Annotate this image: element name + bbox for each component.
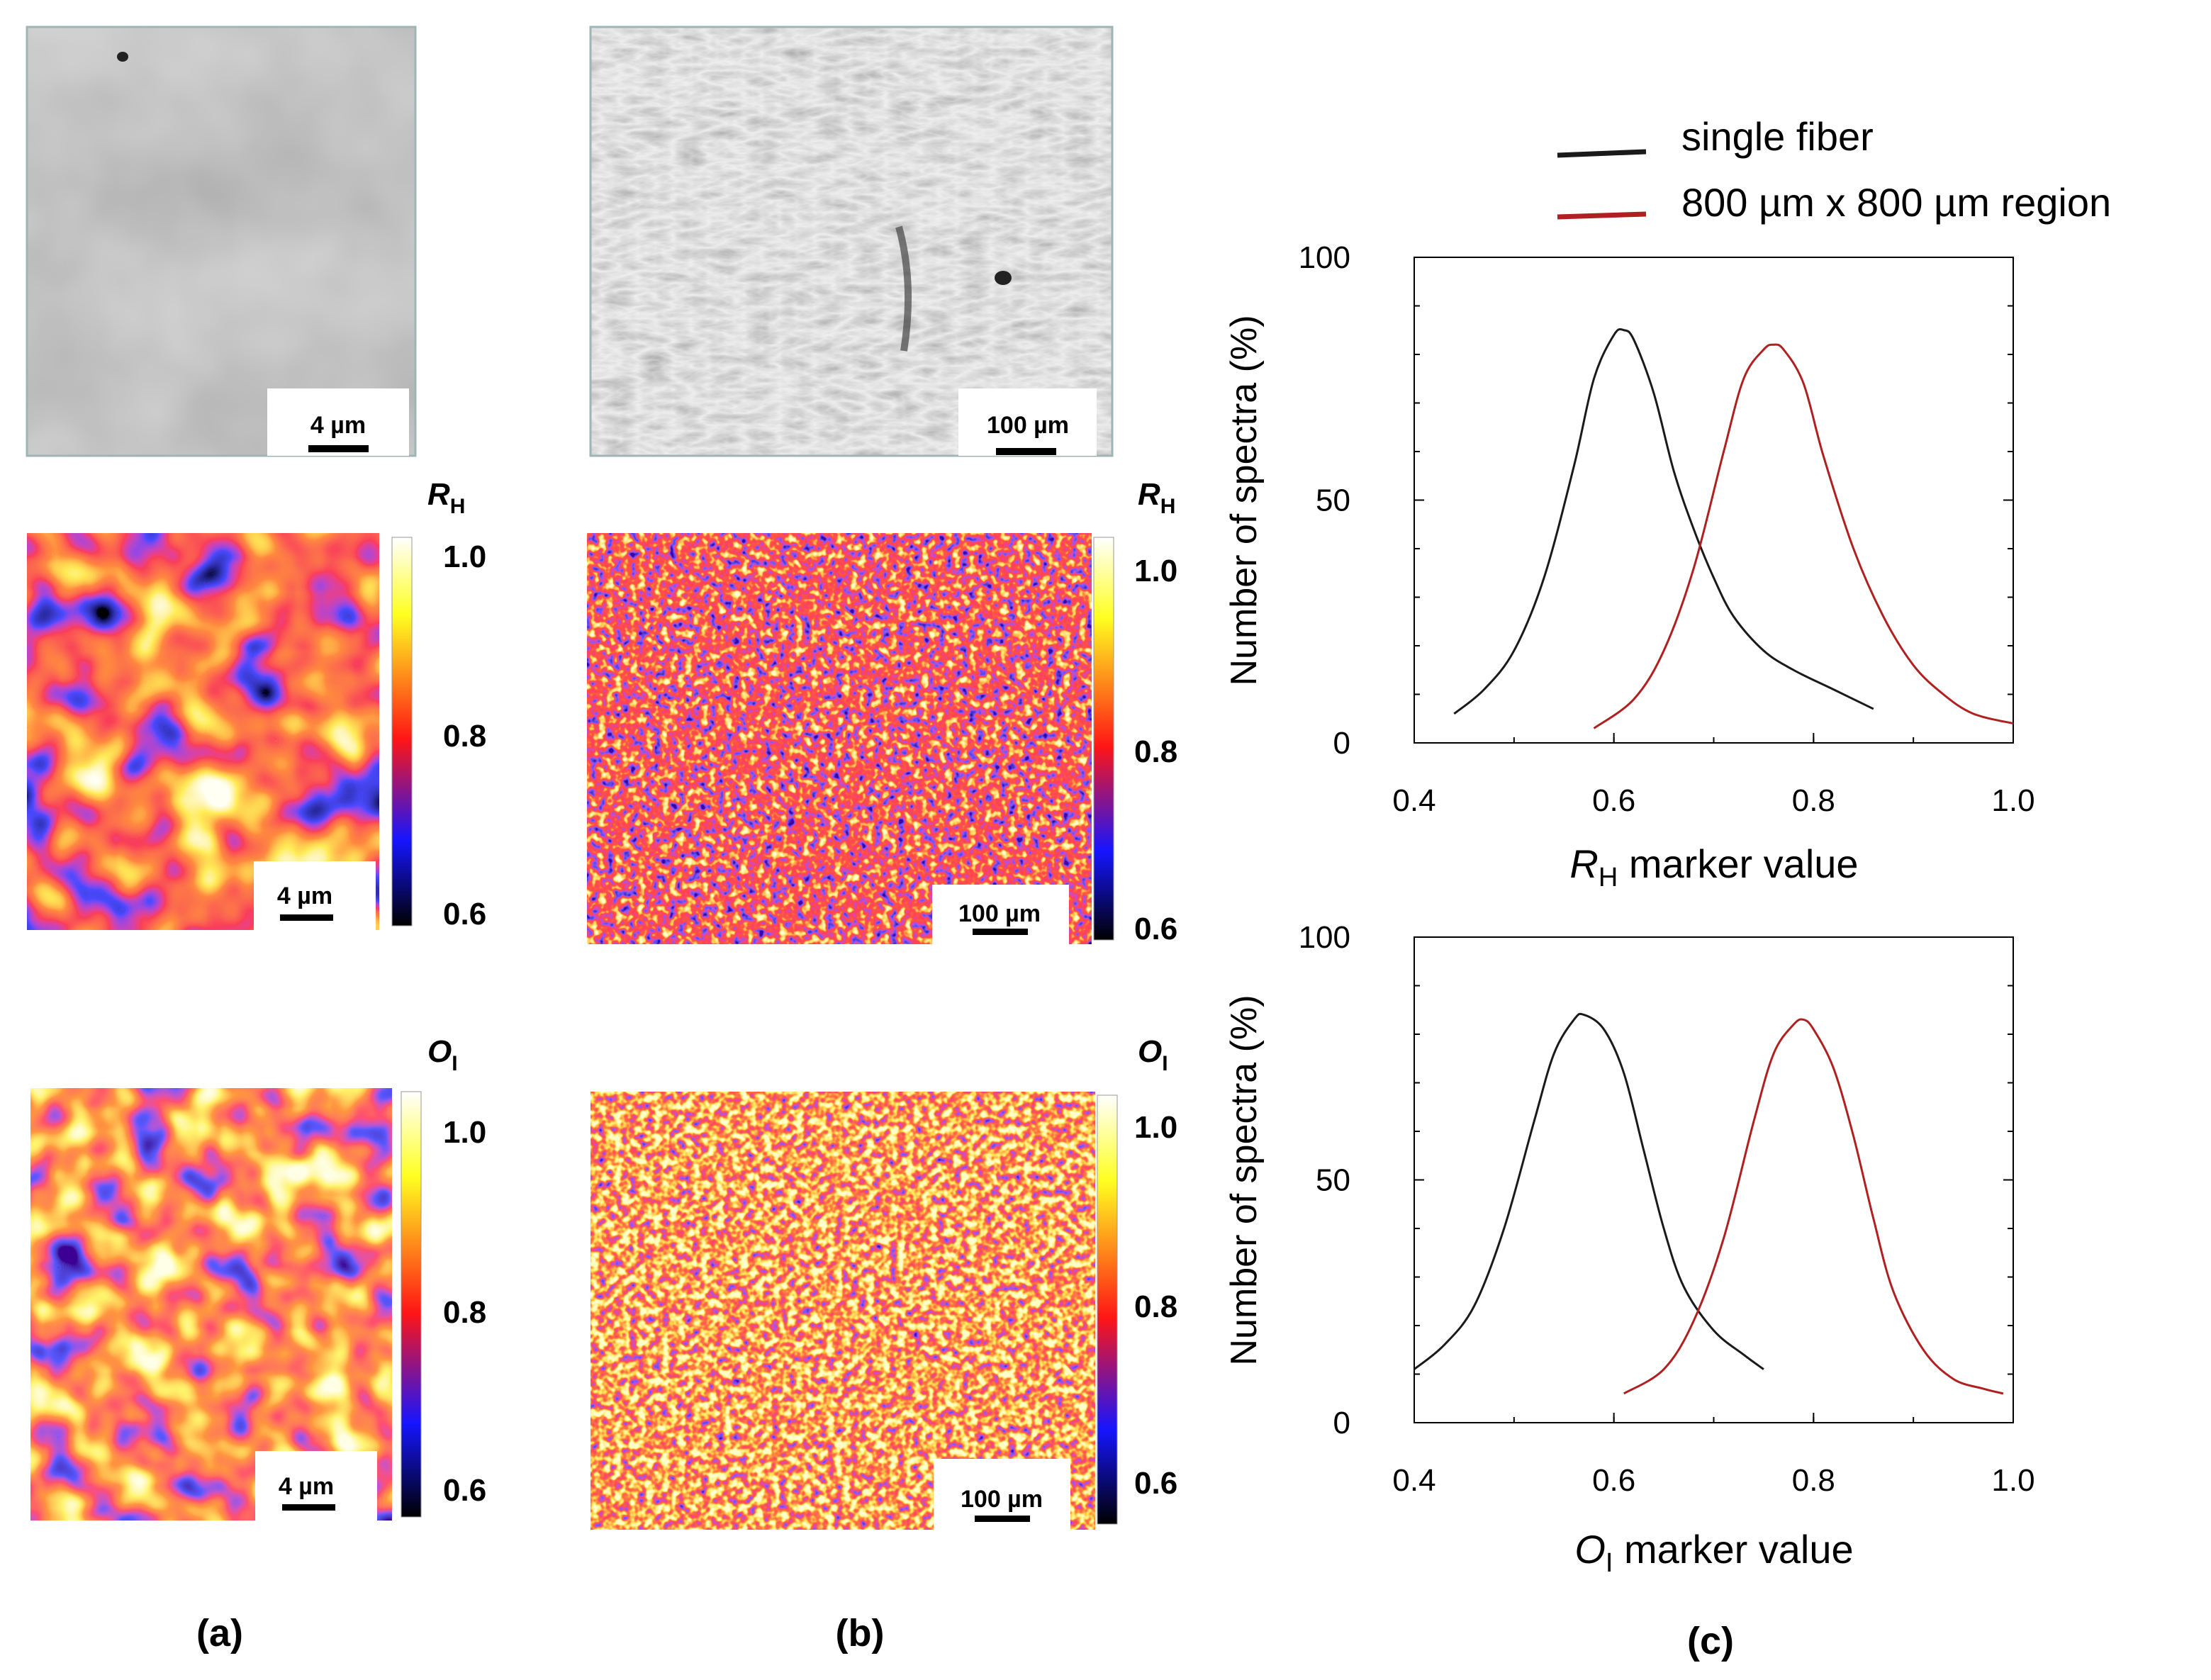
series-line-single-fiber bbox=[1453, 327, 1874, 715]
series-line-800-m-x-800-m-region bbox=[1623, 1018, 2004, 1395]
scalebar-label: 4 µm bbox=[279, 1473, 334, 1500]
y-tick-label: 0 bbox=[1333, 726, 1350, 761]
x-axis-label: OI marker value bbox=[1574, 1527, 1853, 1578]
micrograph-b: 100 µm bbox=[589, 26, 1114, 457]
colorbar-rh-b: 1.0 0.8 0.6 bbox=[1093, 537, 1177, 946]
x-tick-label: 0.8 bbox=[1792, 1463, 1835, 1498]
colorbar-oi-a: 1.0 0.8 0.6 bbox=[401, 1091, 486, 1518]
y-tick-label: 100 bbox=[1299, 240, 1350, 275]
scalebar-label: 100 µm bbox=[961, 1486, 1043, 1513]
scalebar-label: 100 µm bbox=[958, 900, 1041, 927]
colorbar-tick: 0.8 bbox=[1134, 734, 1177, 769]
y-tick-label: 50 bbox=[1316, 483, 1350, 518]
y-tick-label: 0 bbox=[1333, 1406, 1350, 1440]
x-tick-label: 1.0 bbox=[1991, 783, 2034, 818]
legend-label-single-fiber: single fiber bbox=[1681, 114, 1874, 159]
rh-label-a: RH bbox=[427, 477, 465, 518]
colorbar-oi-b: 1.0 0.8 0.6 bbox=[1097, 1094, 1177, 1525]
colorbar-tick: 0.8 bbox=[443, 1295, 486, 1330]
series-line-single-fiber bbox=[1414, 1012, 1764, 1370]
panel-label-a: (a) bbox=[196, 1612, 243, 1654]
x-tick-label: 0.6 bbox=[1592, 1463, 1635, 1498]
colorbar-tick: 0.6 bbox=[443, 1473, 486, 1508]
micrograph-a: 4 µm bbox=[26, 26, 417, 457]
scalebar bbox=[280, 914, 333, 921]
scalebar-label: 4 µm bbox=[277, 883, 332, 909]
colorbar-tick: 1.0 bbox=[1134, 1110, 1177, 1145]
scalebar bbox=[996, 448, 1056, 455]
scalebar-label: 100 µm bbox=[987, 412, 1069, 439]
panel-label-c: (c) bbox=[1687, 1620, 1734, 1662]
rh-map-b: 100 µm bbox=[587, 533, 1092, 944]
colorbar-tick: 1.0 bbox=[443, 1115, 486, 1150]
y-tick-label: 50 bbox=[1316, 1163, 1350, 1198]
x-tick-label: 1.0 bbox=[1991, 1463, 2034, 1498]
y-tick-label: 100 bbox=[1299, 920, 1350, 955]
colorbar-tick: 0.8 bbox=[1134, 1289, 1177, 1324]
chart-oi: 0.4 0.6 0.8 1.0 0 50 100 Number of spectra (%)… bbox=[1224, 920, 2035, 1578]
y-axis-label: Number of spectra (%) bbox=[1224, 995, 1265, 1365]
x-tick-label: 0.4 bbox=[1392, 1463, 1435, 1498]
rh-label-b: RH bbox=[1138, 477, 1175, 518]
x-tick-label: 0.4 bbox=[1392, 783, 1435, 818]
oi-label-a: OI bbox=[427, 1034, 458, 1075]
colorbar-tick: 0.6 bbox=[443, 897, 486, 931]
legend-label-region: 800 µm x 800 µm region bbox=[1681, 180, 2111, 225]
colorbar-tick: 1.0 bbox=[443, 539, 486, 574]
colorbar-tick: 0.8 bbox=[443, 719, 486, 754]
series-line-800-m-x-800-m-region bbox=[1593, 343, 2014, 729]
legend-swatch-region bbox=[1557, 211, 1647, 220]
legend-swatch-single-fiber bbox=[1557, 149, 1647, 158]
oi-map-a: 4 µm bbox=[30, 1088, 392, 1521]
scalebar-box bbox=[958, 388, 1097, 456]
x-axis-label: RH marker value bbox=[1569, 841, 1858, 892]
scalebar-box bbox=[267, 388, 409, 456]
plot-frame bbox=[1414, 257, 2014, 744]
colorbar-tick: 0.6 bbox=[1134, 912, 1177, 946]
colorbar-tick: 0.6 bbox=[1134, 1466, 1177, 1501]
x-tick-label: 0.6 bbox=[1592, 783, 1635, 818]
scalebar bbox=[282, 1504, 335, 1511]
oi-map-b: 100 µm bbox=[590, 1092, 1095, 1530]
scalebar-label: 4 µm bbox=[310, 412, 366, 439]
x-tick-label: 0.8 bbox=[1792, 783, 1835, 818]
legend: single fiber 800 µm x 800 µm region bbox=[1557, 114, 2111, 225]
panel-label-b: (b) bbox=[836, 1612, 885, 1654]
scalebar bbox=[308, 445, 369, 452]
rh-map-a: 4 µm bbox=[27, 533, 379, 930]
chart-rh: 0.4 0.6 0.8 1.0 0 50 100 Number of spectra (%)… bbox=[1224, 240, 2035, 892]
scalebar bbox=[973, 929, 1028, 935]
colorbar-rh-a: 1.0 0.8 0.6 bbox=[391, 537, 486, 931]
colorbar-tick: 1.0 bbox=[1134, 554, 1177, 588]
oi-label-b: OI bbox=[1138, 1034, 1168, 1075]
y-axis-label: Number of spectra (%) bbox=[1224, 315, 1265, 685]
scalebar bbox=[975, 1516, 1030, 1522]
